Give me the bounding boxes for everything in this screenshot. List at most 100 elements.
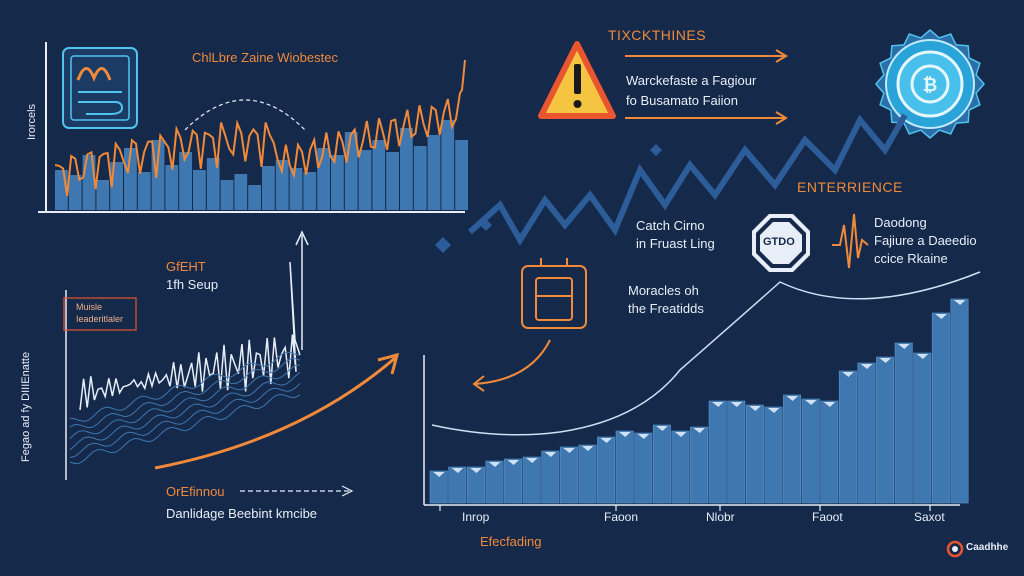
top-left-orange-line bbox=[54, 59, 466, 197]
stop-sign-icon bbox=[752, 214, 810, 272]
middle-left-waves bbox=[69, 351, 301, 465]
br-bar bbox=[857, 362, 876, 504]
br-bar-cap bbox=[563, 448, 575, 453]
logo-icon bbox=[946, 540, 964, 558]
bottom-right-chart bbox=[423, 271, 981, 511]
br-bar-cap bbox=[712, 402, 724, 407]
br-bar bbox=[764, 406, 783, 504]
br-bar bbox=[727, 400, 746, 504]
br-bar-cap bbox=[898, 344, 910, 349]
tl-bar bbox=[220, 180, 234, 210]
br-bar bbox=[448, 466, 467, 504]
middle-left-title2: 1fh Seup bbox=[166, 277, 219, 292]
br-bar-cap bbox=[526, 458, 538, 463]
catch-line1: Catch Cirno bbox=[636, 218, 705, 233]
br-bar-cap bbox=[488, 462, 501, 467]
br-bar-cap bbox=[860, 364, 873, 369]
br-bar bbox=[634, 432, 653, 504]
ml-wave bbox=[69, 393, 301, 465]
br-bar bbox=[783, 394, 802, 504]
warning-icon bbox=[538, 41, 616, 119]
dashed-arc bbox=[184, 99, 306, 131]
br-bar bbox=[522, 456, 541, 504]
middle-text1: Moracles oh bbox=[628, 283, 699, 298]
tl-bar bbox=[193, 170, 206, 210]
svg-text:₿: ₿ bbox=[923, 75, 938, 95]
br-bar-cap bbox=[619, 432, 631, 437]
tl-bar bbox=[262, 166, 275, 210]
br-bar-cap bbox=[823, 402, 836, 407]
tl-bar bbox=[179, 152, 192, 210]
badge-coin-icon: ₿ bbox=[875, 29, 985, 139]
br-bar bbox=[671, 430, 690, 504]
br-bar-cap bbox=[767, 408, 780, 413]
tl-bar bbox=[386, 152, 399, 210]
tl-bar bbox=[248, 185, 261, 210]
br-bar-cap bbox=[879, 358, 891, 363]
tl-bar bbox=[372, 140, 386, 210]
br-bar-cap bbox=[805, 400, 817, 405]
top-right-heading: TIXCKTHINES bbox=[608, 27, 707, 43]
tl-bar bbox=[441, 120, 455, 210]
br-bar-cap bbox=[693, 428, 705, 433]
top-right-arrows bbox=[625, 49, 788, 125]
decode-line3: ccice Rkaine bbox=[874, 251, 948, 266]
bottom-right-trend-line bbox=[431, 271, 981, 436]
middle-left-side-label: Fegao ad fy DIIIEnatte bbox=[20, 351, 32, 462]
tl-bar bbox=[234, 174, 248, 210]
top-left-title: ChlLbre Zaine Wiobestec bbox=[192, 50, 338, 65]
decode-line2: Fajiure a Daeedio bbox=[874, 233, 977, 248]
br-bar bbox=[615, 430, 634, 504]
tl-bar bbox=[275, 160, 289, 210]
br-bar bbox=[838, 370, 857, 504]
br-bar-cap bbox=[730, 402, 743, 407]
middle-text2: the Freatidds bbox=[628, 301, 704, 316]
top-right-heading2: ENTERRIENCE bbox=[797, 179, 903, 195]
middle-left-title1: GfEHT bbox=[166, 259, 206, 274]
br-bar-cap bbox=[507, 460, 519, 465]
br-bar bbox=[894, 342, 913, 504]
middle-left-spiky-line bbox=[79, 261, 301, 411]
tl-bar bbox=[289, 168, 303, 210]
ml-wave bbox=[69, 364, 301, 439]
br-bar-cap bbox=[656, 426, 668, 431]
bottom-right-bars bbox=[429, 298, 969, 504]
top-right-line2: fo Busamato Faiion bbox=[626, 93, 739, 108]
monitor-chart-icon bbox=[62, 47, 138, 129]
br-bar bbox=[429, 470, 448, 504]
tl-bar bbox=[303, 172, 317, 210]
br-bar-cap bbox=[451, 468, 464, 473]
br-bar bbox=[820, 400, 839, 504]
br-bar bbox=[559, 446, 578, 504]
tick-label-4: Faoot bbox=[812, 510, 843, 524]
bottom-left-title: OrEfinnou bbox=[166, 484, 225, 499]
middle-left-boxed-label: Muisle Ieaderitlaler bbox=[76, 302, 124, 324]
br-bar-cap bbox=[581, 446, 594, 451]
br-bar bbox=[504, 458, 523, 504]
br-bar bbox=[745, 404, 764, 504]
br-bar-cap bbox=[544, 452, 557, 457]
zigzag-trend bbox=[467, 113, 908, 246]
tick-label-1: Inrop bbox=[462, 510, 490, 524]
top-left-ylabel: Irorcels bbox=[26, 103, 38, 140]
br-bar bbox=[931, 312, 950, 504]
tl-bar bbox=[358, 150, 372, 210]
br-bar-cap bbox=[674, 432, 687, 437]
br-bar bbox=[801, 398, 820, 504]
br-bar bbox=[485, 460, 504, 504]
br-bar-cap bbox=[916, 354, 929, 359]
br-bar bbox=[913, 352, 932, 504]
boxed-label-frame bbox=[63, 297, 137, 331]
bottom-right-xlabel: Efecfading bbox=[480, 534, 542, 549]
ml-wave bbox=[69, 383, 301, 458]
middle-left-chart bbox=[63, 230, 400, 497]
tl-bar bbox=[165, 165, 179, 210]
top-left-bars bbox=[55, 120, 468, 210]
curved-arrow-left bbox=[474, 339, 551, 385]
catch-line2: in Fruast Ling bbox=[636, 236, 715, 251]
br-bar bbox=[466, 466, 485, 504]
br-bar bbox=[950, 298, 969, 504]
logo-text: Caadhhe bbox=[966, 542, 1009, 553]
ml-wave bbox=[69, 351, 301, 422]
